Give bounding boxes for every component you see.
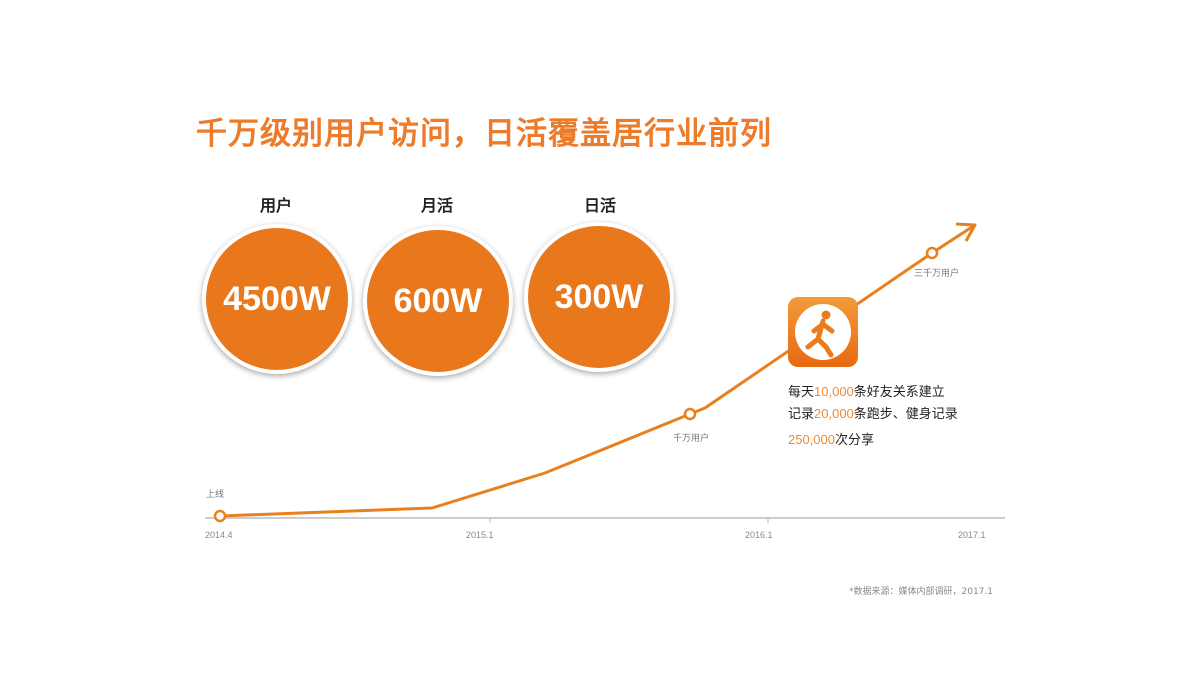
milestone-label: 千万用户 <box>673 434 710 444</box>
x-tick-label: 2016.1 <box>745 530 773 540</box>
highlight-line: 每天10,000条好友关系建立 <box>788 384 945 400</box>
stat-label-users: 用户 <box>259 196 292 215</box>
arrow-head <box>955 222 977 242</box>
milestone-point <box>925 246 939 260</box>
stat-bubble-users: 4500W <box>202 224 352 374</box>
stat-label-mau: 月活 <box>420 196 453 215</box>
x-tick-label: 2014.4 <box>205 530 233 540</box>
highlight-line: 250,000次分享 <box>788 432 875 448</box>
x-tick-label: 2015.1 <box>466 530 494 540</box>
milestone-label: 三千万用户 <box>914 269 960 279</box>
x-tick-label: 2017.1 <box>958 530 986 540</box>
highlight-line: 记录20,000条跑步、健身记录 <box>788 406 958 422</box>
growth-line <box>219 223 976 518</box>
milestone-point <box>213 509 227 523</box>
data-source-note: *数据来源：媒体内部调研，2017.1 <box>849 587 993 597</box>
stat-bubble-dau: 300W <box>524 222 674 372</box>
stat-label-dau: 日活 <box>583 196 616 215</box>
milestone-label: 上线 <box>206 490 225 500</box>
app-logo-icon <box>788 297 858 367</box>
milestone-point <box>683 407 697 421</box>
stat-bubble-mau: 600W <box>363 226 513 376</box>
slide-title: 千万级别用户访问，日活覆盖居行业前列 <box>196 116 772 152</box>
